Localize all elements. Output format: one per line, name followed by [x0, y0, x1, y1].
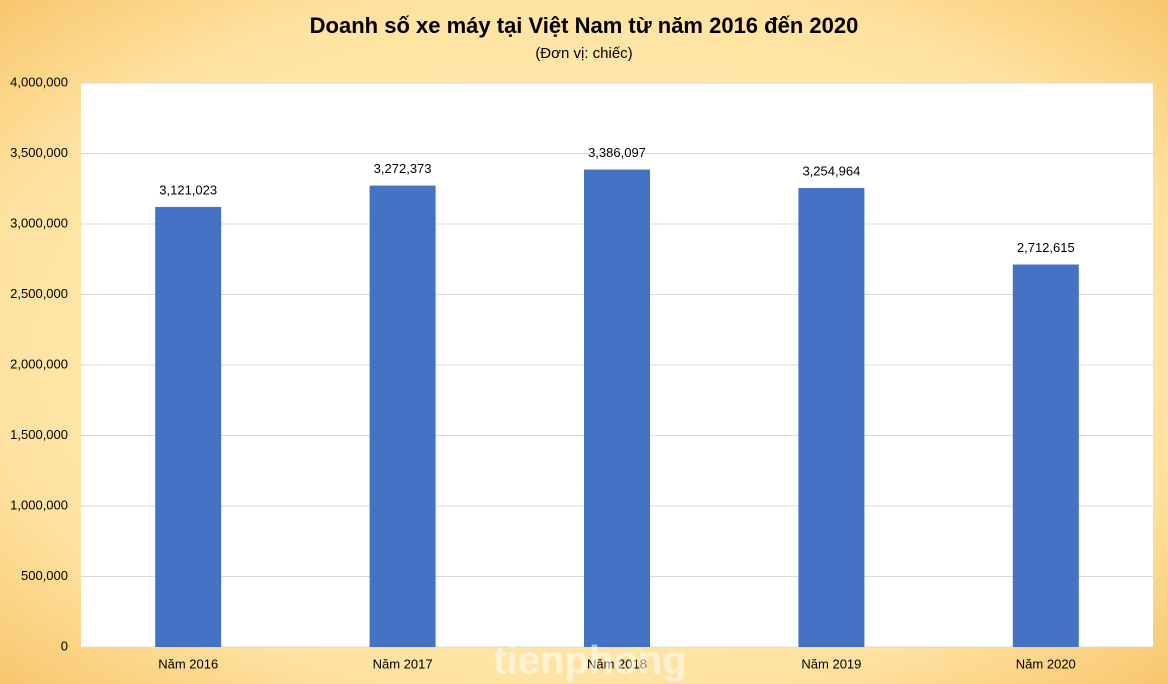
y-tick-label: 0 — [61, 638, 68, 653]
data-label: 3,386,097 — [588, 145, 646, 160]
y-tick-label: 1,500,000 — [10, 427, 68, 442]
data-label: 3,254,964 — [802, 163, 860, 178]
y-tick-label: 3,500,000 — [10, 145, 68, 160]
bar — [1012, 264, 1079, 647]
x-tick-label: Năm 2020 — [1016, 656, 1076, 671]
y-tick-label: 4,000,000 — [10, 74, 68, 89]
x-tick-label: Năm 2018 — [587, 656, 647, 671]
x-tick-label: Năm 2017 — [373, 656, 433, 671]
chart-subtitle: (Đơn vị: chiếc) — [535, 45, 632, 62]
watermark: tienphong — [493, 639, 686, 683]
data-label: 3,272,373 — [374, 161, 432, 176]
x-tick-label: Năm 2019 — [801, 656, 861, 671]
bar — [369, 185, 436, 648]
bar — [798, 188, 865, 647]
bar — [584, 169, 650, 648]
y-tick-label: 500,000 — [21, 568, 68, 583]
y-tick-label: 3,000,000 — [10, 215, 68, 230]
chart-title: Doanh số xe máy tại Việt Nam từ năm 2016… — [310, 13, 859, 38]
x-tick-label: Năm 2016 — [158, 656, 218, 671]
y-tick-label: 1,000,000 — [10, 497, 68, 512]
y-tick-label: 2,500,000 — [10, 286, 68, 301]
bar — [155, 206, 222, 647]
y-tick-label: 2,000,000 — [10, 356, 68, 371]
data-label: 2,712,615 — [1017, 240, 1075, 255]
data-label: 3,121,023 — [159, 182, 217, 197]
